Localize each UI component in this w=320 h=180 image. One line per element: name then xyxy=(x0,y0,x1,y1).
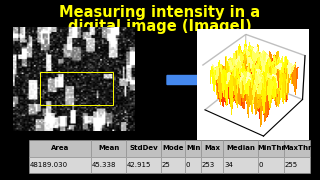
Text: digital image (ImageJ): digital image (ImageJ) xyxy=(68,19,252,35)
Text: Measuring intensity in a: Measuring intensity in a xyxy=(60,4,260,19)
Bar xyxy=(40,73,113,105)
FancyArrow shape xyxy=(167,71,215,89)
